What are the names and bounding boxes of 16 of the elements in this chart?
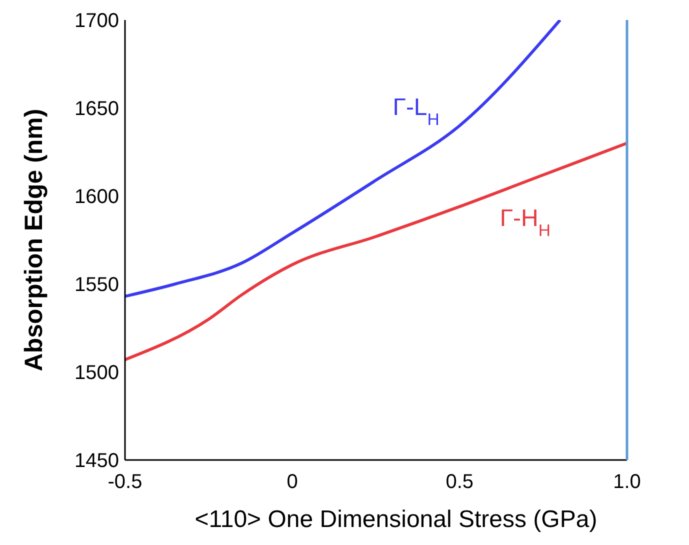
x-tick-label: 1.0 (613, 471, 641, 493)
y-tick-label: 1650 (74, 98, 119, 120)
line-series (125, 142, 627, 362)
y-tick-label: 1700 (74, 10, 119, 32)
x-axis-title: <110> One Dimensional Stress (GPa) (194, 506, 598, 533)
series-label: Γ-H$_{H}$ (500, 204, 550, 240)
series-label: Γ-L$_{H}$ (392, 94, 440, 129)
x-tick-label: 0 (286, 471, 298, 493)
y-axis-title: Absorption Edge (nm) (20, 108, 48, 372)
x-tick-label: 0.5 (446, 471, 474, 493)
line-series (125, 20, 562, 298)
y-tick-label: 1550 (74, 274, 119, 296)
x-tick-label: -0.5 (108, 471, 142, 493)
y-tick-label: 1600 (74, 186, 119, 208)
y-tick-label: 1500 (74, 362, 119, 384)
y-tick-label: 1450 (74, 450, 119, 472)
